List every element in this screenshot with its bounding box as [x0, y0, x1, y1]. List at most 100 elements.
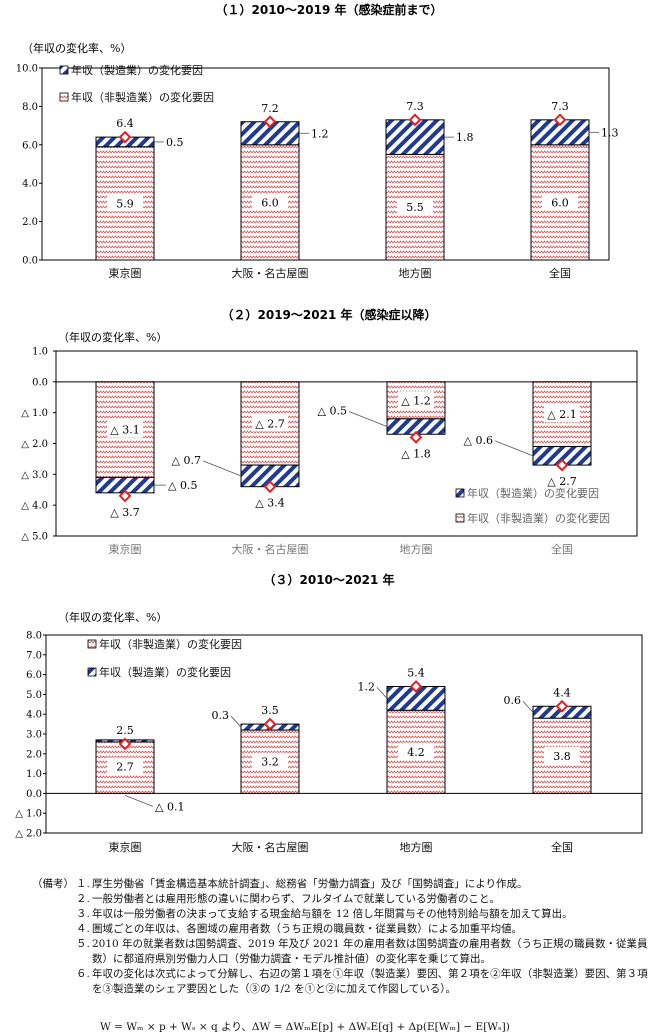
- note-row-4: ４. 圏域ごとの年収は、各圏域の雇用者数（うち正規の職員数・従業員数）による加重平…: [32, 922, 652, 937]
- leader-line: [230, 715, 242, 728]
- nonmfg-value-label: △ 2.7: [255, 417, 284, 430]
- mfg-value-label: △ 0.1: [155, 800, 184, 813]
- mfg-value-label: 1.3: [601, 126, 619, 139]
- total-marker: [263, 717, 277, 731]
- y-tick-label: 1.0: [26, 769, 42, 780]
- total-label: △ 2.7: [547, 475, 576, 488]
- mfg-value-label: 1.2: [311, 127, 329, 140]
- note-row-6: ６. 年収の変化は次式によって分解し、右辺の第１項を①年収（製造業）要因、第２項を…: [32, 967, 652, 997]
- chart-title: （１）2010～2019 年（感染症前まで）: [216, 2, 443, 17]
- nonmfg-value-label: 6.0: [261, 196, 279, 209]
- note-row-3: ３. 年収は一般労働者の決まって支給する現金給与額を 12 倍し年間賞与その他特別…: [32, 907, 652, 922]
- notes-prefix: （備考）: [32, 878, 74, 890]
- note-text: 一般労働者とは雇用形態の違いに関わらず、フルタイムで就業している労働者のこと。: [92, 893, 501, 905]
- mfg-value-label: △ 0.5: [168, 479, 197, 492]
- nonmfg-value-label: 3.2: [261, 756, 279, 769]
- legend-entry: 年収（製造業）の変化要因: [467, 486, 599, 500]
- data-label-box: [544, 405, 580, 423]
- legend-swatch: [455, 488, 465, 498]
- note-row-5: ５. 2010 年の就業者数は国勢調査、2019 年及び 2021 年の雇用者数は…: [32, 937, 652, 967]
- category-label: 大阪・名古屋圏: [232, 542, 309, 556]
- y-tick-label: △ 2.0: [21, 439, 48, 450]
- plot-frame: [41, 67, 610, 261]
- data-label-box: [252, 193, 288, 211]
- note-text: 圏域ごとの年収は、各圏域の雇用者数（うち正規の職員数・従業員数）による加重平均値…: [92, 923, 523, 935]
- y-tick-label: 8.0: [26, 631, 42, 642]
- y-tick-label: 6.0: [22, 140, 38, 151]
- nonmfg-value-label: 3.8: [553, 750, 571, 763]
- y-tick-label: 3.0: [26, 730, 42, 741]
- total-label: △ 3.7: [110, 506, 139, 519]
- mfg-value-label: 0.6: [504, 694, 522, 707]
- y-axis-label: （年収の変化率、%）: [58, 330, 167, 344]
- total-marker: [555, 699, 569, 713]
- y-tick-label: 0.0: [32, 377, 48, 388]
- mfg-value-label: 0.5: [166, 136, 184, 149]
- note-number: ３.: [76, 908, 90, 920]
- legend-entry: 年収（製造業）の変化要因: [99, 665, 231, 679]
- total-label: 7.2: [261, 102, 279, 115]
- notes-block: （備考） １. 厚生労働省「賃金構造基本統計調査」、総務省「労働力調査」及び「国勢調…: [32, 877, 652, 997]
- mfg-value-label: △ 0.7: [172, 454, 201, 467]
- data-label-box: [398, 391, 434, 409]
- total-marker: [263, 115, 277, 129]
- y-tick-label: 0.0: [26, 789, 42, 800]
- chart-title: （３）2010～2021 年: [264, 572, 395, 587]
- total-label: △ 1.8: [401, 447, 430, 460]
- y-tick-label: 8.0: [22, 102, 38, 113]
- y-tick-label: 6.0: [26, 670, 42, 681]
- nonmfg-value-label: △ 2.1: [547, 408, 576, 421]
- data-label-box: [252, 752, 288, 770]
- note-row-2: ２. 一般労働者とは雇用形態の違いに関わらず、フルタイムで就業している労働者のこと…: [32, 892, 652, 907]
- category-label: 地方圏: [399, 266, 432, 280]
- legend-swatch: [59, 92, 69, 102]
- note-number: ４.: [76, 923, 90, 935]
- mfg-value-label: △ 0.5: [318, 405, 347, 418]
- leader-line: [124, 795, 154, 807]
- total-marker: [263, 480, 277, 494]
- category-label: 地方圏: [400, 840, 433, 854]
- note-text: 年収は一般労働者の決まって支給する現金給与額を 12 倍し年間賞与その他特別給与…: [92, 908, 573, 920]
- data-label-box: [544, 746, 580, 764]
- y-tick-label: 2.0: [26, 749, 42, 760]
- note-number: ５.: [76, 938, 90, 950]
- nonmfg-value-label: 2.7: [116, 761, 134, 774]
- y-tick-label: 2.0: [22, 217, 38, 228]
- y-tick-label: 4.0: [26, 710, 42, 721]
- total-marker: [409, 430, 423, 444]
- mfg-value-label: 0.3: [212, 709, 230, 722]
- data-label-box: [542, 193, 578, 211]
- mfg-value-label: 1.2: [358, 680, 376, 693]
- note-number: ６.: [76, 968, 90, 980]
- total-label: 6.4: [116, 117, 134, 130]
- legend-entry: 年収（製造業）の変化要因: [71, 63, 203, 77]
- y-tick-label: 4.0: [22, 179, 38, 190]
- y-tick-label: 7.0: [26, 650, 42, 661]
- category-label: 地方圏: [400, 542, 433, 556]
- leader-line: [494, 440, 534, 457]
- y-tick-label: △ 5.0: [21, 532, 48, 543]
- y-tick-label: △ 2.0: [15, 829, 42, 840]
- category-label: 全国: [551, 542, 573, 556]
- charts-canvas: （１）2010～2019 年（感染症前まで） （年収の変化率、%） 10.0 8.0 6…: [15, 2, 643, 854]
- note-text: 年収の変化は次式によって分解し、右辺の第１項を①年収（製造業）要因、第２項を②年…: [92, 968, 648, 995]
- legend-swatch: [87, 639, 97, 649]
- y-axis-label: （年収の変化率、%）: [58, 610, 167, 624]
- y-tick-label: △ 1.0: [15, 809, 42, 820]
- note-number: １.: [76, 878, 90, 890]
- total-label: 5.4: [407, 666, 425, 679]
- note-number: ２.: [76, 893, 90, 905]
- nonmfg-value-label: △ 3.1: [110, 424, 139, 437]
- total-marker: [409, 680, 423, 693]
- total-label: 4.4: [553, 686, 571, 699]
- legend-swatch: [455, 513, 465, 523]
- leader-line: [522, 700, 534, 713]
- nonmfg-value-label: 5.5: [406, 201, 424, 214]
- data-label-box: [107, 757, 143, 775]
- category-label: 東京圏: [109, 542, 142, 556]
- data-label-box: [252, 414, 288, 432]
- total-label: 3.5: [261, 704, 279, 717]
- note-text: 2010 年の就業者数は国勢調査、2019 年及び 2021 年の雇用者数は国勢…: [92, 938, 648, 965]
- data-label-box: [107, 194, 143, 212]
- total-marker: [553, 113, 567, 127]
